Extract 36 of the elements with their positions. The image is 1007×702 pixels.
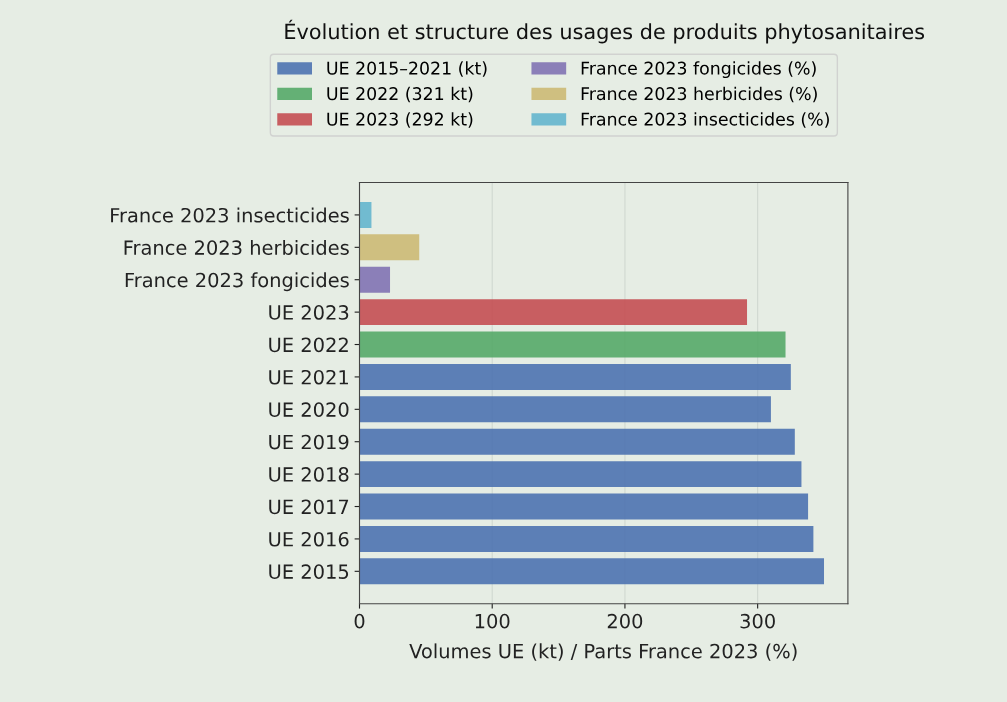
legend-label: France 2023 fongicides (%) — [581, 61, 816, 79]
legend-label: France 2023 insecticides (%) — [581, 112, 829, 128]
bar — [359, 525, 814, 552]
y-tick-label: UE 2023 — [269, 305, 349, 320]
bar — [359, 461, 802, 488]
y-tick-label: UE 2021 — [269, 369, 348, 385]
legend-label: France 2023 herbicides (%) — [581, 86, 817, 103]
y-tick-label: UE 2022 — [269, 337, 348, 353]
chart-title: Évolution et structure des usages de produits phytosanitaires — [285, 19, 925, 44]
bar — [359, 493, 809, 520]
y-tick-label: UE 2017 — [269, 499, 349, 515]
bar — [359, 299, 748, 326]
x-tick-label: 0 — [354, 613, 365, 629]
y-tick-label: UE 2016 — [269, 531, 349, 547]
bar — [359, 363, 791, 390]
x-tick-label: 300 — [740, 613, 775, 629]
legend-label: UE 2015–2021 (kt) — [327, 61, 487, 77]
bar — [359, 266, 391, 293]
bar — [359, 234, 420, 261]
y-tick-label: UE 2018 — [269, 467, 349, 482]
legend-label: UE 2022 (321 kt) — [327, 86, 473, 103]
y-tick-label: France 2023 fongicides — [125, 272, 349, 292]
y-tick-label: France 2023 insecticides — [111, 207, 349, 223]
x-tick-label: 200 — [607, 613, 643, 629]
bar — [359, 396, 771, 423]
bar — [359, 428, 795, 455]
y-tick-label: France 2023 herbicides — [124, 239, 349, 255]
y-tick-label: UE 2020 — [269, 402, 349, 417]
bar — [359, 201, 372, 228]
x-axis-title: Volumes UE (kt) / Parts France 2023 (%) — [409, 643, 797, 661]
x-tick-label: 100 — [475, 613, 510, 629]
legend-label: UE 2023 (292 kt) — [327, 112, 473, 128]
y-tick-label: UE 2019 — [269, 434, 349, 450]
y-tick-label: UE 2015 — [269, 564, 349, 579]
bar — [359, 558, 825, 585]
bar — [359, 331, 786, 358]
